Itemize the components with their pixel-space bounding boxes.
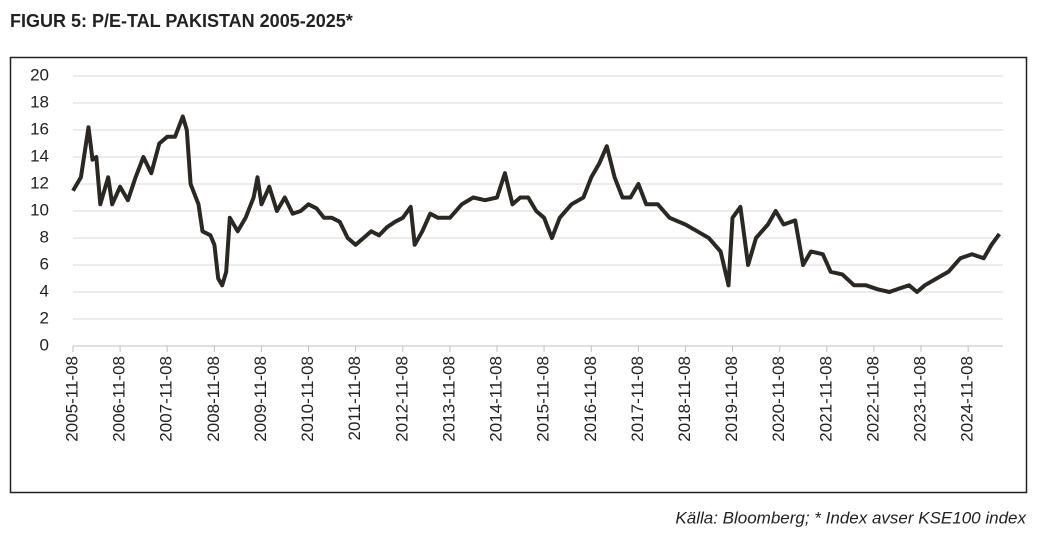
y-tick-label: 10: [30, 200, 49, 219]
x-tick-label: 2007-11-08: [157, 356, 176, 442]
x-tick-label: 2012-11-08: [392, 356, 411, 442]
y-tick-label: 18: [30, 92, 49, 111]
y-tick-label: 0: [40, 335, 49, 354]
x-tick-label: 2023-11-08: [910, 356, 929, 442]
x-tick-label: 2018-11-08: [675, 356, 694, 442]
x-tick-label: 2024-11-08: [958, 356, 977, 442]
x-tick-label: 2014-11-08: [486, 356, 505, 442]
x-tick-label: 2020-11-08: [769, 356, 788, 442]
source-note: Källa: Bloomberg; * Index avser KSE100 i…: [675, 508, 1026, 527]
y-tick-label: 2: [40, 308, 49, 327]
x-tick-label: 2016-11-08: [581, 356, 600, 442]
y-tick-label: 6: [40, 254, 49, 273]
y-tick-label: 8: [40, 227, 49, 246]
x-tick-label: 2009-11-08: [251, 356, 270, 442]
y-tick-label: 20: [30, 65, 49, 84]
y-tick-label: 4: [40, 281, 49, 300]
x-tick-label: 2010-11-08: [298, 356, 317, 442]
x-tick-label: 2017-11-08: [628, 356, 647, 442]
x-tick-label: 2015-11-08: [534, 356, 553, 442]
y-tick-label: 16: [30, 119, 49, 138]
x-tick-label: 2013-11-08: [439, 356, 458, 442]
x-tick-label: 2019-11-08: [722, 356, 741, 442]
x-tick-label: 2022-11-08: [863, 356, 882, 442]
y-tick-label: 14: [30, 146, 49, 165]
x-tick-label: 2021-11-08: [816, 356, 835, 442]
chart-title: FIGUR 5: P/E-TAL PAKISTAN 2005-2025*: [10, 11, 353, 31]
x-tick-label: 2005-11-08: [62, 356, 81, 442]
y-tick-label: 12: [30, 173, 49, 192]
x-tick-label: 2006-11-08: [110, 356, 129, 442]
series-line: [71, 114, 1002, 294]
x-tick-label: 2011-11-08: [345, 356, 364, 440]
chart-frame: [9, 56, 1028, 494]
x-tick-label: 2008-11-08: [204, 356, 223, 442]
